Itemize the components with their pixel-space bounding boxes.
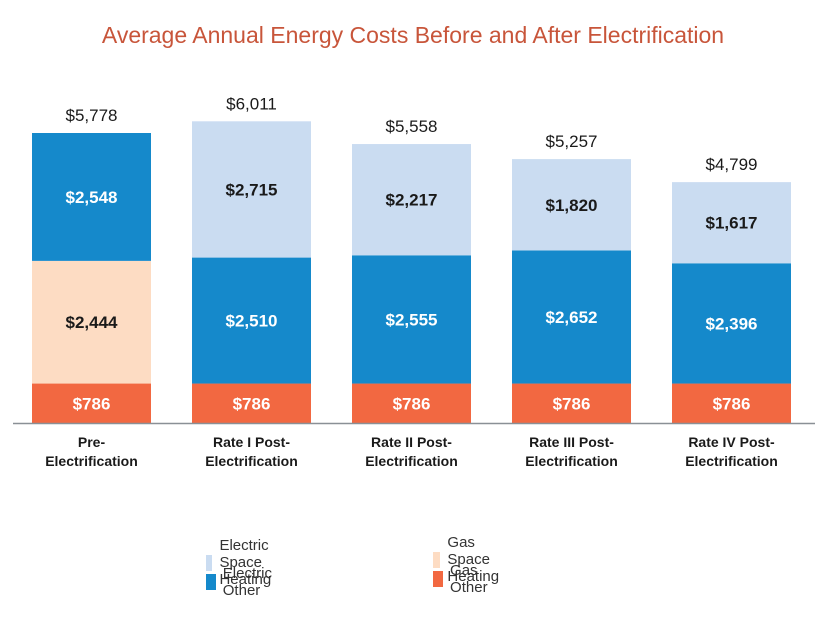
legend-swatch xyxy=(206,574,216,590)
bar-segment-electric-other xyxy=(512,250,631,384)
legend-swatch xyxy=(206,554,213,571)
bar-segment-electric-space-heating xyxy=(672,182,791,264)
total-value-label: $5,558 xyxy=(386,117,438,136)
segment-value-label: $2,548 xyxy=(66,188,118,207)
segment-value-label: $786 xyxy=(713,394,751,413)
bar-segment-gas-other xyxy=(352,383,471,423)
bar-segment-gas-other xyxy=(512,383,631,423)
segment-value-label: $786 xyxy=(233,394,271,413)
total-value-label: $4,799 xyxy=(706,155,758,174)
x-tick-label: Electrification xyxy=(685,453,778,469)
bar-segment-gas-space-heating xyxy=(32,260,151,384)
legend-label: Gas Other xyxy=(450,562,488,596)
bar-segment-gas-other xyxy=(32,383,151,423)
stacked-bar-chart: $786 $2,444 $2,548 $5,778 Pre- Electrificatio… xyxy=(13,94,815,469)
bar-segment-electric-space-heating xyxy=(512,159,631,251)
segment-value-label: $786 xyxy=(73,394,111,413)
x-tick-label: Rate III Post- xyxy=(529,434,614,450)
legend-item-gas-space-heating: Gas Space Heating xyxy=(433,534,508,585)
legend-swatch xyxy=(433,551,441,568)
x-tick-label: Electrification xyxy=(205,453,298,469)
legend-label: Gas Space Heating xyxy=(447,534,500,585)
legend-item-electric-space-heating: Electric Space Heating xyxy=(206,537,281,588)
legend-swatch xyxy=(433,571,444,587)
segment-value-label: $1,820 xyxy=(546,196,598,215)
total-value-label: $6,011 xyxy=(226,94,277,113)
bar-segment-electric-other xyxy=(672,263,791,384)
legend-label: Electric Space Heating xyxy=(219,537,272,588)
bar-segment-electric-other xyxy=(352,255,471,384)
segment-value-label: $2,715 xyxy=(226,180,278,199)
bar-segment-gas-other xyxy=(192,383,311,423)
legend-item-electric-other: Electric Other xyxy=(206,565,278,599)
segment-value-label: $786 xyxy=(393,394,431,413)
bar-segment-gas-other xyxy=(672,383,791,423)
total-value-label: $5,257 xyxy=(546,132,598,151)
segment-value-label: $2,444 xyxy=(66,313,119,332)
x-tick-label: Rate IV Post- xyxy=(688,434,775,450)
x-tick-label: Rate II Post- xyxy=(371,434,452,450)
x-tick-label: Electrification xyxy=(45,453,138,469)
x-tick-label: Pre- xyxy=(78,434,106,450)
segment-value-label: $2,396 xyxy=(706,314,758,333)
segment-value-label: $1,617 xyxy=(706,214,758,233)
segment-value-label: $2,510 xyxy=(226,312,278,331)
legend-label: Electric Other xyxy=(222,565,272,599)
bar-segment-electric-space-heating xyxy=(352,144,471,256)
x-tick-label: Rate I Post- xyxy=(213,434,290,450)
x-tick-label: Electrification xyxy=(525,453,618,469)
segment-value-label: $786 xyxy=(553,394,591,413)
total-value-label: $5,778 xyxy=(66,106,118,125)
x-tick-label: Electrification xyxy=(365,453,458,469)
legend-item-gas-other: Gas Other xyxy=(433,562,494,596)
bar-segment-electric-other xyxy=(32,133,151,261)
bar-segment-electric-space-heating xyxy=(192,121,311,258)
bar-segment-electric-other xyxy=(192,257,311,384)
segment-value-label: $2,217 xyxy=(386,191,438,210)
segment-value-label: $2,652 xyxy=(546,308,598,327)
segment-value-label: $2,555 xyxy=(386,310,438,329)
chart-title: Average Annual Energy Costs Before and A… xyxy=(101,22,725,48)
